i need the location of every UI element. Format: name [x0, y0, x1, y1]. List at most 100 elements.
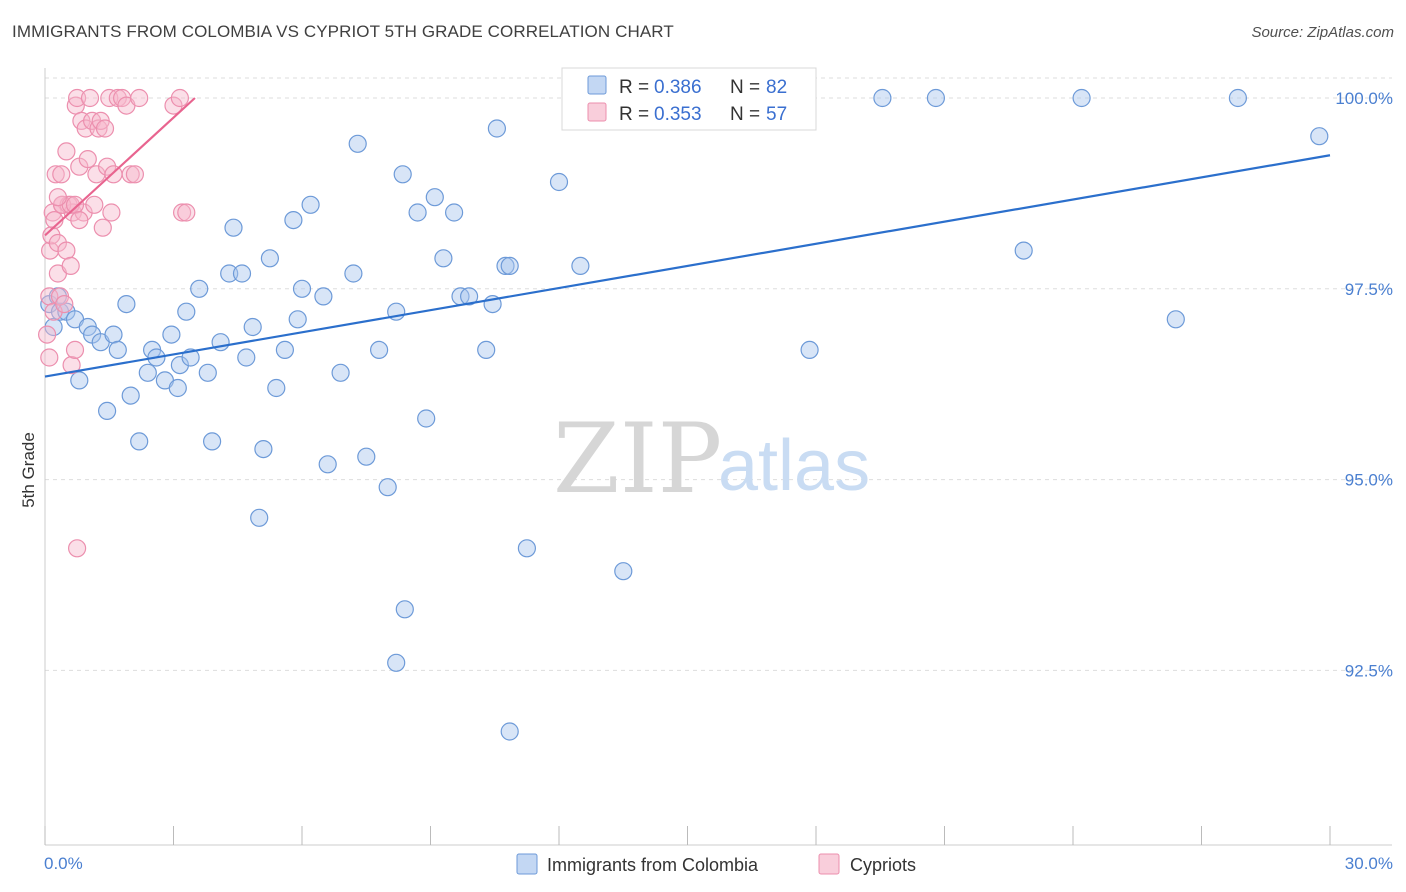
- cypriots-point-1: [40, 348, 59, 367]
- colombia-point-34: [250, 508, 269, 527]
- colombia-point-73: [800, 340, 819, 359]
- colombia-point-27: [203, 432, 222, 451]
- colombia-point-47: [348, 134, 367, 153]
- cypriots-point-15: [57, 142, 76, 161]
- stats-legend: R = 0.386 N = 82 R = 0.353 N = 57: [561, 67, 817, 131]
- colombia-point-78: [1166, 310, 1185, 329]
- y-tick-label-1: 97.5%: [1345, 280, 1393, 299]
- colombia-point-35: [254, 440, 273, 459]
- colombia-point-54: [408, 203, 427, 222]
- cypriots-point-55: [70, 211, 89, 230]
- colombia-point-45: [331, 363, 350, 382]
- colombia-trend-line: [44, 154, 1331, 378]
- colombia-point-65: [500, 256, 519, 275]
- colombia-point-44: [318, 455, 337, 474]
- cypriots-point-33: [89, 119, 108, 138]
- colombia-point-36: [260, 249, 279, 268]
- colombia-point-33: [243, 317, 262, 337]
- cypriots-point-35: [93, 218, 112, 237]
- cypriots-point-8: [46, 165, 65, 184]
- legend-n-label-colombia: N =: [730, 77, 760, 98]
- colombia-point-46: [344, 264, 363, 283]
- colombia-point-6: [70, 371, 89, 390]
- legend-swatch-colombia: [587, 75, 607, 95]
- watermark-atlas: atlas: [718, 426, 870, 506]
- colombia-point-79: [1228, 88, 1248, 108]
- colombia-point-61: [477, 340, 496, 359]
- bottom-legend-swatch-colombia: [516, 853, 538, 875]
- cypriots-point-14: [55, 295, 74, 314]
- axes: [44, 68, 1392, 846]
- cypriots-point-28: [78, 150, 97, 169]
- colombia-point-11: [104, 325, 123, 344]
- colombia-point-55: [417, 409, 436, 428]
- trend-lines: [44, 97, 1331, 378]
- colombia-point-52: [393, 165, 412, 184]
- colombia-point-53: [395, 600, 414, 619]
- colombia-point-39: [284, 211, 303, 230]
- series-legend: Immigrants from Colombia Cypriots: [516, 853, 916, 875]
- colombia-point-71: [614, 562, 633, 581]
- y-tick-label-3: 92.5%: [1345, 661, 1393, 680]
- colombia-point-60: [460, 287, 479, 306]
- colombia-point-26: [198, 363, 217, 382]
- x-tick-label-0: 0.0%: [44, 854, 83, 873]
- cypriots-point-37: [97, 157, 117, 176]
- colombia-point-13: [117, 295, 136, 314]
- colombia-point-64: [496, 256, 515, 275]
- cypriots-point-6: [44, 302, 63, 321]
- cypriots-point-56: [67, 539, 87, 558]
- cypriots-point-44: [121, 165, 140, 184]
- colombia-point-37: [267, 378, 286, 398]
- colombia-point-42: [301, 195, 320, 214]
- cypriots-point-48: [170, 88, 189, 108]
- chart-title: IMMIGRANTS FROM COLOMBIA VS CYPRIOT 5TH …: [12, 22, 674, 41]
- colombia-point-1: [44, 317, 63, 337]
- legend-r-label-cypriots: R =: [619, 104, 649, 125]
- series-cypriots-points: [37, 88, 196, 558]
- cypriots-point-0: [37, 325, 57, 344]
- colombia-point-77: [1072, 88, 1091, 108]
- legend-r-value-cypriots: 0.353: [654, 104, 702, 125]
- colombia-point-81: [387, 653, 406, 672]
- y-tick-labels: 100.0% 97.5% 95.0% 92.5%: [1335, 89, 1393, 680]
- cypriots-point-21: [65, 340, 85, 359]
- colombia-point-25: [190, 279, 209, 298]
- cypriots-point-46: [130, 88, 149, 108]
- colombia-point-40: [288, 310, 307, 329]
- colombia-point-66: [500, 722, 519, 741]
- cypriots-point-31: [85, 195, 104, 214]
- bottom-legend-label-colombia: Immigrants from Colombia: [547, 855, 759, 875]
- colombia-point-49: [370, 340, 389, 359]
- gridlines: [45, 77, 1392, 671]
- series-colombia-points: [40, 88, 1329, 741]
- watermark-zip: ZIP: [553, 403, 722, 515]
- cypriots-point-16: [57, 241, 76, 260]
- colombia-point-76: [1014, 241, 1033, 260]
- cypriots-point-19: [62, 356, 81, 375]
- cypriots-point-3: [40, 241, 60, 260]
- colombia-point-74: [873, 88, 892, 108]
- colombia-point-48: [357, 447, 376, 466]
- colombia-point-56: [425, 188, 444, 207]
- y-tick-label-0: 100.0%: [1335, 89, 1393, 108]
- cypriots-point-47: [164, 96, 183, 115]
- colombia-point-22: [170, 356, 189, 375]
- bottom-legend-label-cypriots: Cypriots: [850, 855, 916, 875]
- legend-n-value-cypriots: 57: [766, 104, 787, 125]
- cypriots-point-4: [42, 226, 61, 245]
- cypriots-point-53: [65, 195, 85, 214]
- colombia-point-75: [926, 88, 946, 108]
- colombia-point-57: [434, 249, 453, 268]
- colombia-point-12: [108, 340, 127, 359]
- cypriots-point-29: [80, 88, 100, 108]
- x-tick-labels: 0.0% 30.0%: [44, 854, 1393, 873]
- colombia-point-80: [1310, 127, 1329, 146]
- colombia-point-10: [97, 401, 117, 420]
- cypriots-point-50: [177, 203, 196, 222]
- colombia-point-14: [121, 386, 140, 405]
- cypriots-point-36: [95, 119, 115, 138]
- colombia-point-58: [445, 203, 464, 222]
- cypriots-point-12: [52, 165, 71, 184]
